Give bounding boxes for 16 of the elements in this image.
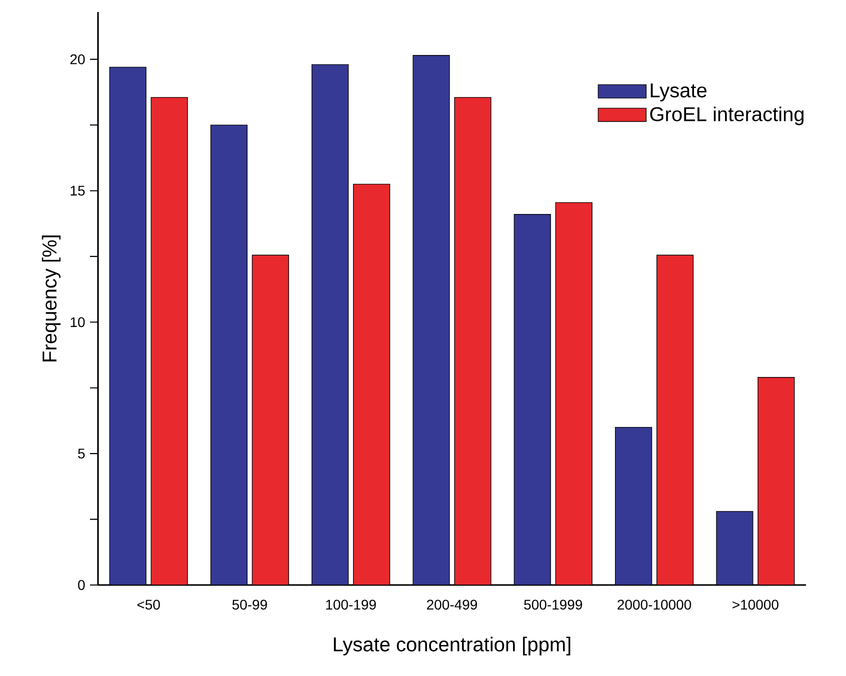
y-axis-title: Frequency [%] bbox=[42, 235, 61, 362]
y-tick-label: 5 bbox=[78, 448, 85, 458]
x-tick-label: 2000-10000 bbox=[618, 600, 692, 610]
x-tick-label: 100-199 bbox=[326, 600, 376, 610]
legend-label: GroEL interacting bbox=[650, 106, 804, 126]
x-tick-label: >10000 bbox=[732, 600, 778, 610]
y-tick-label: 0 bbox=[78, 580, 85, 590]
x-tick-label: <50 bbox=[137, 600, 160, 610]
x-axis-title: Lysate concentration [ppm] bbox=[334, 636, 570, 656]
y-tick-label: 10 bbox=[70, 317, 85, 328]
y-tick-label: 20 bbox=[70, 54, 85, 64]
x-tick-label: 200-499 bbox=[427, 600, 477, 610]
x-tick-label: 50-99 bbox=[232, 600, 267, 610]
legend-label: Lysate bbox=[650, 84, 706, 102]
x-tick-label: 500-1999 bbox=[524, 600, 582, 610]
y-tick-label: 15 bbox=[70, 186, 85, 196]
